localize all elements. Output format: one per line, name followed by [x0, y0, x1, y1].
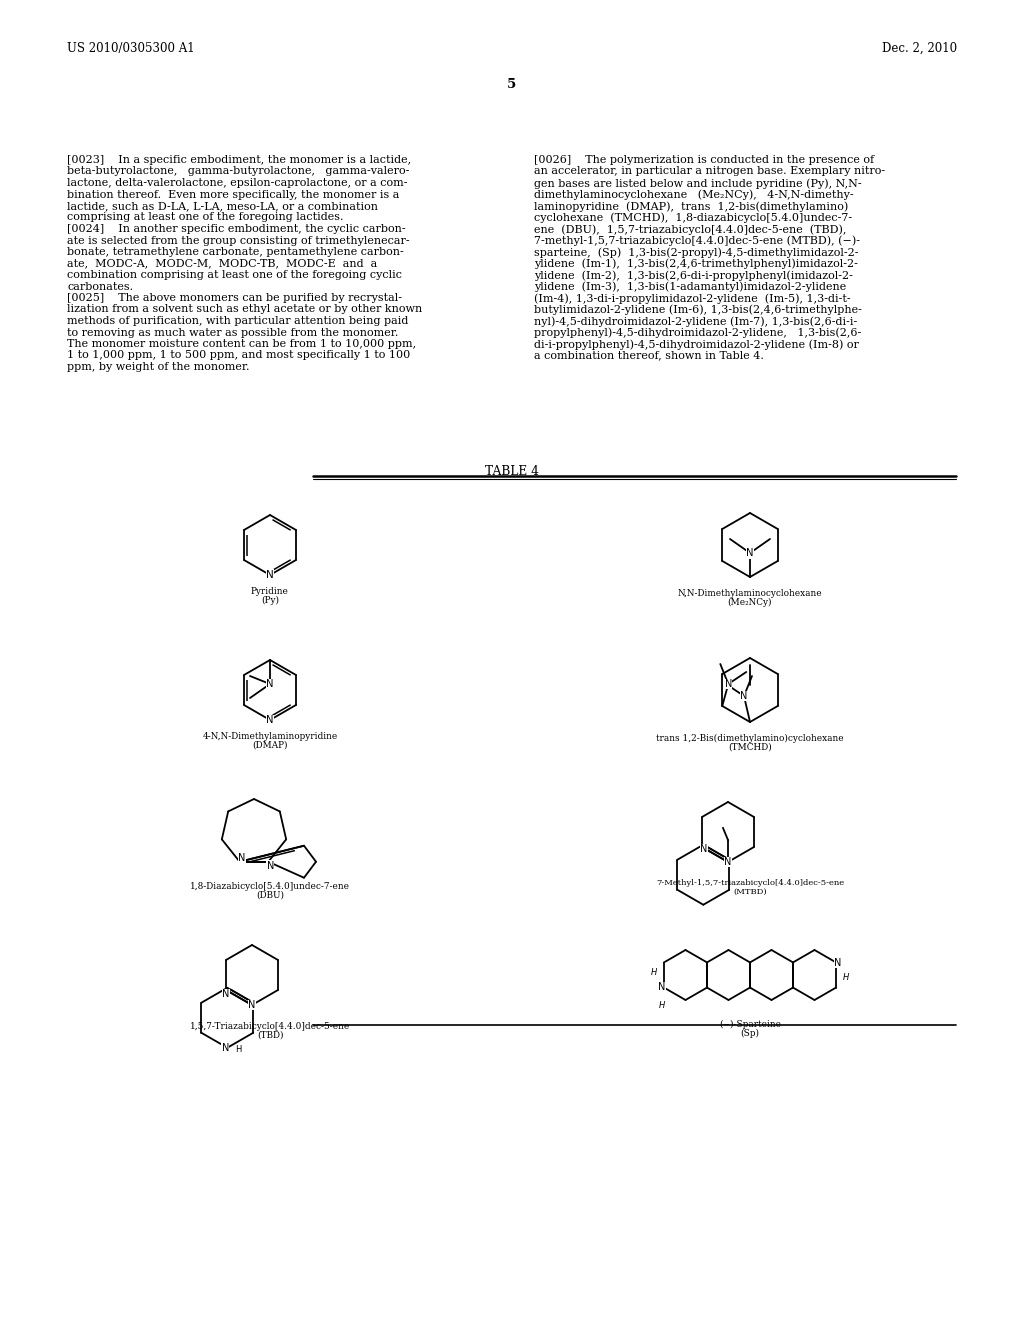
Text: trans 1,2-Bis(dimethylamino)cyclohexane: trans 1,2-Bis(dimethylamino)cyclohexane	[656, 734, 844, 743]
Text: Pyridine: Pyridine	[251, 587, 289, 597]
Text: gen bases are listed below and include pyridine (Py), N,N-: gen bases are listed below and include p…	[534, 178, 861, 189]
Text: (Im-4), 1,3-di-i-propylimidazol-2-ylidene  (Im-5), 1,3-di-t-: (Im-4), 1,3-di-i-propylimidazol-2-yliden…	[534, 293, 851, 304]
Text: N: N	[266, 861, 274, 871]
Text: comprising at least one of the foregoing lactides.: comprising at least one of the foregoing…	[67, 213, 343, 223]
Text: The monomer moisture content can be from 1 to 10,000 ppm,: The monomer moisture content can be from…	[67, 339, 416, 348]
Text: N: N	[222, 989, 229, 999]
Text: ate,  MODC-A,  MODC-M,  MODC-TB,  MODC-E  and  a: ate, MODC-A, MODC-M, MODC-TB, MODC-E and…	[67, 259, 377, 268]
Text: bination thereof.  Even more specifically, the monomer is a: bination thereof. Even more specifically…	[67, 190, 399, 199]
Text: to removing as much water as possible from the monomer.: to removing as much water as possible fr…	[67, 327, 398, 338]
Text: combination comprising at least one of the foregoing cyclic: combination comprising at least one of t…	[67, 271, 402, 280]
Text: (Py): (Py)	[261, 597, 279, 605]
Text: N,N-Dimethylaminocyclohexane: N,N-Dimethylaminocyclohexane	[678, 589, 822, 598]
Text: 7-methyl-1,5,7-triazabicyclo[4.4.0]dec-5-ene (MTBD), (−)-: 7-methyl-1,5,7-triazabicyclo[4.4.0]dec-5…	[534, 235, 860, 246]
Text: laminopyridine  (DMAP),  trans  1,2-bis(dimethylamino): laminopyridine (DMAP), trans 1,2-bis(dim…	[534, 201, 848, 211]
Text: 1,5,7-Triazabicyclo[4.4.0]dec-5-ene: 1,5,7-Triazabicyclo[4.4.0]dec-5-ene	[189, 1022, 350, 1031]
Text: di-i-propylphenyl)-4,5-dihydroimidazol-2-ylidene (Im-8) or: di-i-propylphenyl)-4,5-dihydroimidazol-2…	[534, 339, 859, 350]
Text: ppm, by weight of the monomer.: ppm, by weight of the monomer.	[67, 362, 250, 372]
Text: cyclohexane  (TMCHD),  1,8-diazabicyclo[5.4.0]undec-7-: cyclohexane (TMCHD), 1,8-diazabicyclo[5.…	[534, 213, 852, 223]
Text: ate is selected from the group consisting of trimethylenecar-: ate is selected from the group consistin…	[67, 235, 410, 246]
Text: H: H	[650, 968, 657, 977]
Text: H: H	[236, 1045, 242, 1055]
Text: a combination thereof, shown in Table 4.: a combination thereof, shown in Table 4.	[534, 351, 764, 360]
Text: propylphenyl)-4,5-dihydroimidazol-2-ylidene,   1,3-bis(2,6-: propylphenyl)-4,5-dihydroimidazol-2-ylid…	[534, 327, 861, 338]
Text: N: N	[835, 957, 842, 968]
Text: US 2010/0305300 A1: US 2010/0305300 A1	[67, 42, 195, 55]
Text: ylidene  (Im-2),  1,3-bis(2,6-di-i-propylphenyl(imidazol-2-: ylidene (Im-2), 1,3-bis(2,6-di-i-propylp…	[534, 271, 853, 281]
Text: 1,8-Diazabicyclo[5.4.0]undec-7-ene: 1,8-Diazabicyclo[5.4.0]undec-7-ene	[190, 882, 350, 891]
Text: N: N	[266, 678, 273, 689]
Text: dimethylaminocyclohexane   (Me₂NCy),   4-N,N-dimethy-: dimethylaminocyclohexane (Me₂NCy), 4-N,N…	[534, 190, 854, 201]
Text: Dec. 2, 2010: Dec. 2, 2010	[882, 42, 957, 55]
Text: N: N	[266, 715, 273, 725]
Text: N: N	[248, 1001, 256, 1010]
Text: N: N	[658, 982, 666, 993]
Text: 4-N,N-Dimethylaminopyridine: 4-N,N-Dimethylaminopyridine	[203, 733, 338, 741]
Text: [0024]    In another specific embodiment, the cyclic carbon-: [0024] In another specific embodiment, t…	[67, 224, 406, 234]
Text: (−)-Sparteine: (−)-Sparteine	[719, 1020, 781, 1030]
Text: 5: 5	[507, 78, 517, 91]
Text: (MTBD): (MTBD)	[733, 888, 767, 896]
Text: N: N	[740, 690, 748, 701]
Text: lization from a solvent such as ethyl acetate or by other known: lization from a solvent such as ethyl ac…	[67, 305, 422, 314]
Text: N: N	[221, 1043, 229, 1053]
Text: beta-butyrolactone,   gamma-butyrolactone,   gamma-valero-: beta-butyrolactone, gamma-butyrolactone,…	[67, 166, 410, 177]
Text: (TBD): (TBD)	[257, 1031, 284, 1040]
Text: (Me₂NCy): (Me₂NCy)	[728, 598, 772, 607]
Text: H: H	[843, 973, 849, 982]
Text: sparteine,  (Sp)  1,3-bis(2-propyl)-4,5-dimethylimidazol-2-: sparteine, (Sp) 1,3-bis(2-propyl)-4,5-di…	[534, 247, 858, 257]
Text: carbonates.: carbonates.	[67, 281, 133, 292]
Text: TABLE 4: TABLE 4	[485, 465, 539, 478]
Text: ene  (DBU),  1,5,7-triazabicyclo[4.4.0]dec-5-ene  (TBD),: ene (DBU), 1,5,7-triazabicyclo[4.4.0]dec…	[534, 224, 847, 235]
Text: an accelerator, in particular a nitrogen base. Exemplary nitro-: an accelerator, in particular a nitrogen…	[534, 166, 885, 177]
Text: ylidene  (Im-1),  1,3-bis(2,4,6-trimethylphenyl)imidazol-2-: ylidene (Im-1), 1,3-bis(2,4,6-trimethylp…	[534, 259, 858, 269]
Text: (Sp): (Sp)	[740, 1030, 760, 1038]
Text: [0026]    The polymerization is conducted in the presence of: [0026] The polymerization is conducted i…	[534, 154, 874, 165]
Text: 1 to 1,000 ppm, 1 to 500 ppm, and most specifically 1 to 100: 1 to 1,000 ppm, 1 to 500 ppm, and most s…	[67, 351, 411, 360]
Text: [0023]    In a specific embodiment, the monomer is a lactide,: [0023] In a specific embodiment, the mon…	[67, 154, 411, 165]
Text: methods of purification, with particular attention being paid: methods of purification, with particular…	[67, 315, 409, 326]
Text: [0025]    The above monomers can be purified by recrystal-: [0025] The above monomers can be purifie…	[67, 293, 402, 304]
Text: N: N	[700, 843, 708, 854]
Text: 7-Methyl-1,5,7-triazabicyclo[4.4.0]dec-5-ene: 7-Methyl-1,5,7-triazabicyclo[4.4.0]dec-5…	[656, 879, 844, 887]
Text: N: N	[724, 857, 732, 867]
Text: bonate, tetramethylene carbonate, pentamethylene carbon-: bonate, tetramethylene carbonate, pentam…	[67, 247, 403, 257]
Text: N: N	[725, 678, 732, 689]
Text: (TMCHD): (TMCHD)	[728, 743, 772, 752]
Text: lactide, such as D-LA, L-LA, meso-LA, or a combination: lactide, such as D-LA, L-LA, meso-LA, or…	[67, 201, 378, 211]
Text: butylimidazol-2-ylidene (Im-6), 1,3-bis(2,4,6-trimethylphe-: butylimidazol-2-ylidene (Im-6), 1,3-bis(…	[534, 305, 862, 315]
Text: (DBU): (DBU)	[256, 891, 284, 900]
Text: lactone, delta-valerolactone, epsilon-caprolactone, or a com-: lactone, delta-valerolactone, epsilon-ca…	[67, 178, 408, 187]
Text: nyl)-4,5-dihydroimidazol-2-ylidene (Im-7), 1,3-bis(2,6-di-i-: nyl)-4,5-dihydroimidazol-2-ylidene (Im-7…	[534, 315, 857, 326]
Text: H: H	[658, 1001, 665, 1010]
Text: N: N	[238, 853, 246, 863]
Text: (DMAP): (DMAP)	[252, 741, 288, 750]
Text: N: N	[266, 570, 273, 579]
Text: ylidene  (Im-3),  1,3-bis(1-adamantyl)imidazol-2-ylidene: ylidene (Im-3), 1,3-bis(1-adamantyl)imid…	[534, 281, 846, 292]
Text: N: N	[746, 548, 754, 558]
